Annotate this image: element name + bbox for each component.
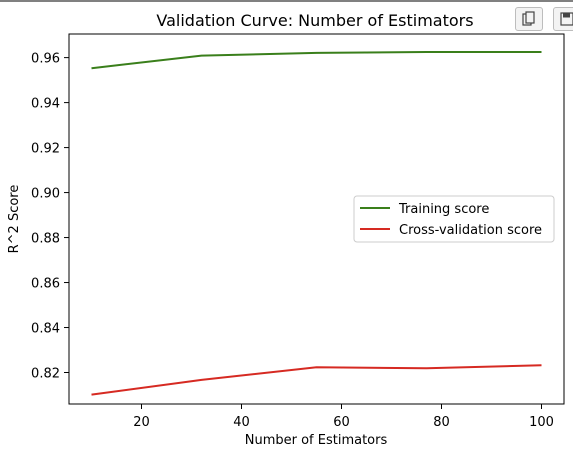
- y-tick-label: 0.84: [31, 322, 60, 337]
- y-tick-label: 0.94: [31, 97, 60, 112]
- y-axis-label: R^2 Score: [7, 185, 22, 254]
- series-line-training: [91, 51, 542, 70]
- y-axis: 0.82 0.84 0.86 0.88 0.90 0.92 0.94 0.96: [31, 52, 69, 382]
- copy-button[interactable]: [515, 7, 543, 31]
- legend-box: [353, 195, 555, 243]
- copy-icon: [522, 11, 535, 26]
- chart-title: Validation Curve: Number of Estimators: [156, 11, 473, 30]
- y-tick-label: 0.92: [31, 142, 60, 157]
- series-line-cross-validation: [91, 364, 542, 396]
- y-tick-label: 0.86: [31, 277, 60, 292]
- save-button[interactable]: [553, 7, 573, 31]
- x-tick-label: 100: [529, 415, 554, 430]
- y-tick-label: 0.90: [31, 187, 60, 202]
- save-icon: [560, 12, 573, 26]
- x-tick-label: 80: [433, 415, 450, 430]
- legend-label-training: Training score: [398, 202, 489, 217]
- x-tick-label: 20: [133, 415, 150, 430]
- x-axis: 20 40 60 80 100: [133, 404, 554, 430]
- x-axis-label: Number of Estimators: [245, 433, 388, 448]
- y-tick-label: 0.82: [31, 367, 60, 382]
- legend-label-cross-validation: Cross-validation score: [399, 223, 542, 238]
- x-tick-label: 60: [333, 415, 350, 430]
- x-tick-label: 40: [233, 415, 250, 430]
- plot-area-frame: [68, 33, 565, 405]
- series-lines: [91, 51, 542, 396]
- y-tick-label: 0.88: [31, 232, 60, 247]
- y-tick-label: 0.96: [31, 52, 60, 67]
- legend: Training score Cross-validation score: [353, 195, 555, 243]
